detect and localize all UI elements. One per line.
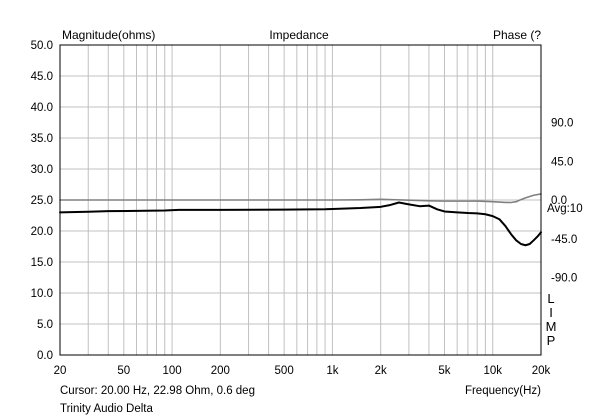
magnitude-tick-label: 40.0 — [31, 102, 53, 114]
magnitude-tick-label: 35.0 — [31, 133, 53, 145]
frequency-tick-label: 1k — [326, 365, 338, 377]
frequency-tick-label: 500 — [275, 365, 294, 377]
magnitude-tick-label: 50.0 — [31, 40, 53, 52]
phase-axis-title: Phase (? — [493, 28, 541, 42]
phase-tick-label: -45.0 — [551, 234, 577, 246]
frequency-axis-title: Frequency(Hz) — [465, 385, 541, 397]
device-name: Trinity Audio Delta — [60, 403, 153, 415]
plot-series — [59, 193, 542, 247]
magnitude-tick-label: 25.0 — [31, 195, 53, 207]
frequency-tick-label: 50 — [117, 365, 130, 377]
frequency-tick-label: 5k — [438, 365, 450, 377]
limp-letter: P — [547, 333, 556, 348]
avg-label: Avg:10 — [547, 203, 583, 215]
phase-tick-label: 90.0 — [551, 118, 573, 130]
frequency-tick-label: 200 — [211, 365, 230, 377]
frequency-tick-label: 2k — [375, 365, 387, 377]
magnitude-tick-labels: 0.0 5.0 10.0 15.0 20.0 25.0 30.0 35.0 40.0 45.0 50… — [31, 40, 53, 362]
phase-tick-label: 0.0 — [551, 195, 567, 207]
phase-tick-labels: 90.0 45.0 0.0 -45.0 -90.0 — [551, 118, 577, 285]
magnitude-tick-label: 20.0 — [31, 226, 53, 238]
frequency-tick-label: 10k — [483, 365, 502, 377]
chart-title: Impedance — [269, 28, 329, 42]
magnitude-axis-title: Magnitude(ohms) — [62, 28, 155, 42]
plot-frame — [59, 44, 542, 356]
magnitude-tick-label: 10.0 — [31, 288, 53, 300]
frequency-tick-labels: 20 50 100 200 500 1k 2k 5k 10k 20k — [54, 365, 551, 377]
frequency-tick-label: 20 — [54, 365, 67, 377]
cursor-readout: Cursor: 20.00 Hz, 22.98 Ohm, 0.6 deg — [60, 385, 255, 397]
limp-letter: L — [547, 291, 554, 306]
frequency-tick-label: 20k — [532, 365, 551, 377]
phase-tick-label: 45.0 — [551, 156, 573, 168]
phase-tick-label: -90.0 — [551, 273, 577, 285]
phase-curve — [59, 193, 542, 204]
frequency-tick-label: 100 — [162, 365, 181, 377]
magnitude-tick-label: 5.0 — [37, 319, 53, 331]
magnitude-tick-label: 30.0 — [31, 164, 53, 176]
magnitude-curve — [59, 201, 542, 247]
magnitude-tick-label: 15.0 — [31, 257, 53, 269]
magnitude-tick-label: 45.0 — [31, 71, 53, 83]
limp-letter: I — [549, 305, 553, 320]
magnitude-tick-label: 0.0 — [37, 350, 53, 362]
limp-letter: M — [546, 319, 557, 334]
